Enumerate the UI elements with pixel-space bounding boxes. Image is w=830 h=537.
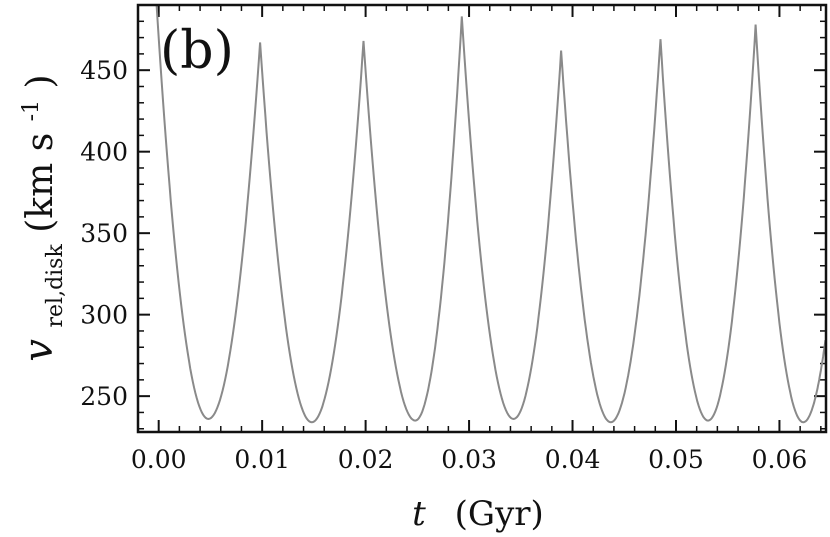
x-tick-label: 0.06 (752, 445, 808, 474)
x-axis-var: t (412, 494, 426, 534)
y-tick-label: 350 (80, 219, 128, 248)
panel-label: (b) (160, 21, 234, 81)
y-axis-unit-close: ) (20, 74, 61, 88)
y-tick-label: 250 (80, 382, 128, 411)
series-line (155, 5, 826, 424)
y-axis-superscript: -1 (19, 100, 44, 121)
x-tick-label: 0.05 (648, 445, 704, 474)
x-tick-label: 0.03 (441, 445, 497, 474)
x-tick-label: 0.02 (338, 445, 394, 474)
series-layer (155, 5, 826, 424)
y-axis-var: v (16, 339, 62, 362)
y-tick-label: 300 (80, 301, 128, 330)
x-axis-title: t (Gyr) (412, 494, 544, 534)
y-tick-label: 450 (80, 56, 128, 85)
x-axis-unit: (Gyr) (455, 494, 544, 534)
y-axis-unit: (km s (20, 133, 61, 233)
ticks-layer: 0.00 0.01 0.02 0.03 0.04 0.05 0.06 250 300 350 400… (80, 4, 826, 474)
x-tick-label: 0.00 (131, 445, 187, 474)
svg-text:v rel,disk (km s: v rel,disk (km s -1 ) (6, 74, 71, 361)
x-tick-label: 0.01 (234, 445, 290, 474)
y-axis-subscript: rel,disk (43, 244, 68, 328)
plot-frame (136, 3, 828, 434)
y-tick-label: 400 (80, 138, 128, 167)
y-axis-title: v rel,disk (km s -1 ) (6, 74, 71, 361)
x-tick-label: 0.04 (545, 445, 601, 474)
